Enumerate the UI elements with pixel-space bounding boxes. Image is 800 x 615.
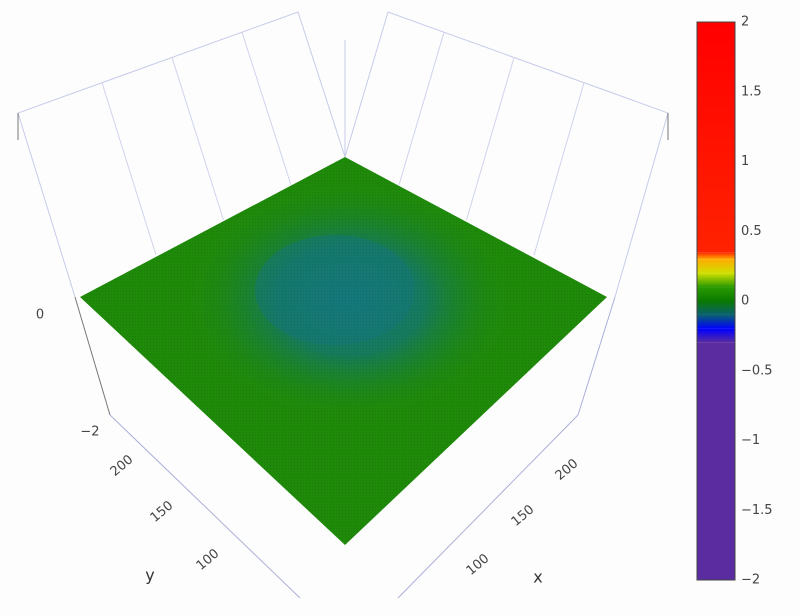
right-wall-gridline [398,32,445,186]
x-tick-label: 100 [464,551,493,578]
colorbar: 2 1.5 1 0.5 0 −0.5 −1 −1.5 −2 [696,15,773,588]
z-axis-line [74,296,111,416]
colorbar-segment [697,314,735,329]
colorbar-tick-label: −0.5 [741,363,773,378]
colorbar-frame [696,21,736,581]
colorbar-tick-label: −1 [741,433,760,448]
y-tick-label: 200 [108,452,137,479]
colorbar-segment [697,301,735,315]
colorbar-segment [697,252,735,260]
colorbar-tick-label: 0.5 [741,224,762,239]
y-axis-line [109,414,301,599]
x-axis-line [397,414,579,599]
right-wall-gridline [466,57,515,221]
left-wall-gridline [171,57,224,221]
colorbar-segment [697,287,735,301]
colorbar-tick-label: −2 [741,573,760,588]
colorbar-segment [697,259,735,274]
colorbar-tick-label: 1.5 [741,84,762,99]
left-wall-gridline [241,32,292,186]
colorbar-tick-label: 1 [741,154,749,169]
right-wall-gridline [533,82,585,256]
y-tick-label: 150 [148,498,177,525]
y-axis-title: y [145,566,154,585]
colorbar-tick-label: −1.5 [741,503,773,518]
colorbar-segment [697,273,735,288]
z-tick-label: −2 [80,425,99,440]
colorbar-segment [697,22,735,253]
left-wall-gridline [101,82,157,256]
x-tick-label: 150 [509,502,538,529]
right-wall-outline [344,11,669,298]
x-tick-label: 200 [553,456,582,483]
left-wall-outline [17,11,346,298]
colorbar-segment [697,342,735,580]
right-edge-line [577,296,616,416]
axis-walls [17,11,669,599]
colorbar-tick-label: 0 [741,294,749,309]
colorbar-tick-label: 2 [741,15,749,30]
z-tick-label: 0 [36,308,44,323]
colorbar-segment [697,328,735,343]
y-tick-label: 100 [194,546,223,573]
x-axis-title: x [533,568,542,587]
